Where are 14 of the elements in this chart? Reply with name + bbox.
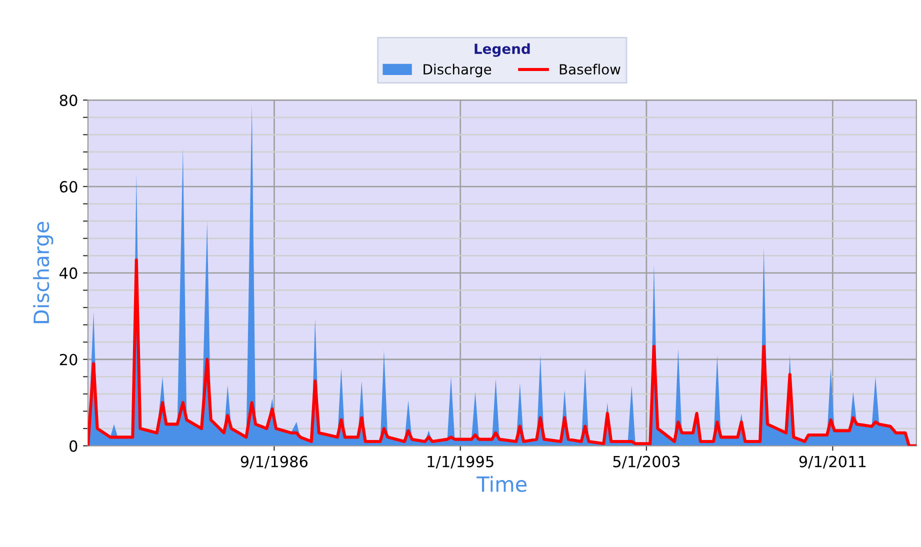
x-tick-label: 5/1/2003 (613, 456, 680, 469)
legend-label: Baseflow (560, 64, 620, 75)
y-tick-label: 60 (60, 180, 78, 193)
y-tick-label: 80 (60, 94, 78, 106)
y-tick-label: 40 (60, 267, 78, 279)
x-tick-label: 9/1/2011 (799, 456, 866, 469)
y-tick-label: 20 (60, 354, 78, 366)
x-axis-title: Time (476, 476, 527, 492)
legend-title: Legend (474, 43, 530, 57)
y-axis-title: Discharge (33, 222, 54, 324)
x-tick-label: 1/1/1995 (428, 456, 494, 469)
legend-label: Discharge (424, 64, 492, 78)
y-tick-label: 0 (70, 440, 78, 452)
x-tick-label: 9/1/1986 (240, 456, 308, 469)
